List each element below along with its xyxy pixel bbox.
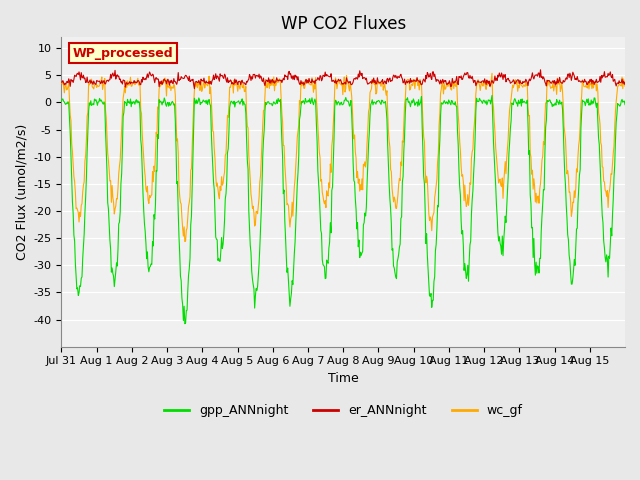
er_ANNnight [434,77,442,83]
Line: wc_gf: wc_gf [61,73,625,241]
Text: WP_processed: WP_processed [73,47,173,60]
Y-axis label: CO2 Flux (umol/m2/s): CO2 Flux (umol/m2/s) [15,124,28,260]
gpp_ANNnight [256,245,264,251]
Legend: gpp_ANNnight, er_ANNnight, wc_gf: gpp_ANNnight, er_ANNnight, wc_gf [159,399,527,422]
Line: er_ANNnight: er_ANNnight [61,70,625,89]
gpp_ANNnight [621,102,629,108]
wc_gf [256,179,264,185]
er_ANNnight [277,77,285,83]
wc_gf [434,159,442,165]
Line: gpp_ANNnight: gpp_ANNnight [61,96,625,324]
wc_gf [277,96,285,101]
er_ANNnight [402,80,410,85]
wc_gf [402,81,410,87]
wc_gf [228,80,236,86]
er_ANNnight [537,67,545,72]
gpp_ANNnight [124,96,131,102]
gpp_ANNnight [181,321,189,326]
wc_gf [621,84,629,89]
gpp_ANNnight [228,99,236,105]
wc_gf [124,78,131,84]
er_ANNnight [228,81,236,87]
X-axis label: Time: Time [328,372,358,385]
wc_gf [488,71,496,76]
gpp_ANNnight [434,203,442,208]
er_ANNnight [256,75,264,81]
wc_gf [58,79,65,85]
er_ANNnight [191,86,198,92]
er_ANNnight [58,79,65,85]
wc_gf [181,239,189,244]
gpp_ANNnight [488,93,496,98]
gpp_ANNnight [58,98,65,104]
er_ANNnight [124,81,131,87]
Title: WP CO2 Fluxes: WP CO2 Fluxes [280,15,406,33]
er_ANNnight [621,80,629,85]
gpp_ANNnight [277,117,285,123]
gpp_ANNnight [402,96,410,102]
